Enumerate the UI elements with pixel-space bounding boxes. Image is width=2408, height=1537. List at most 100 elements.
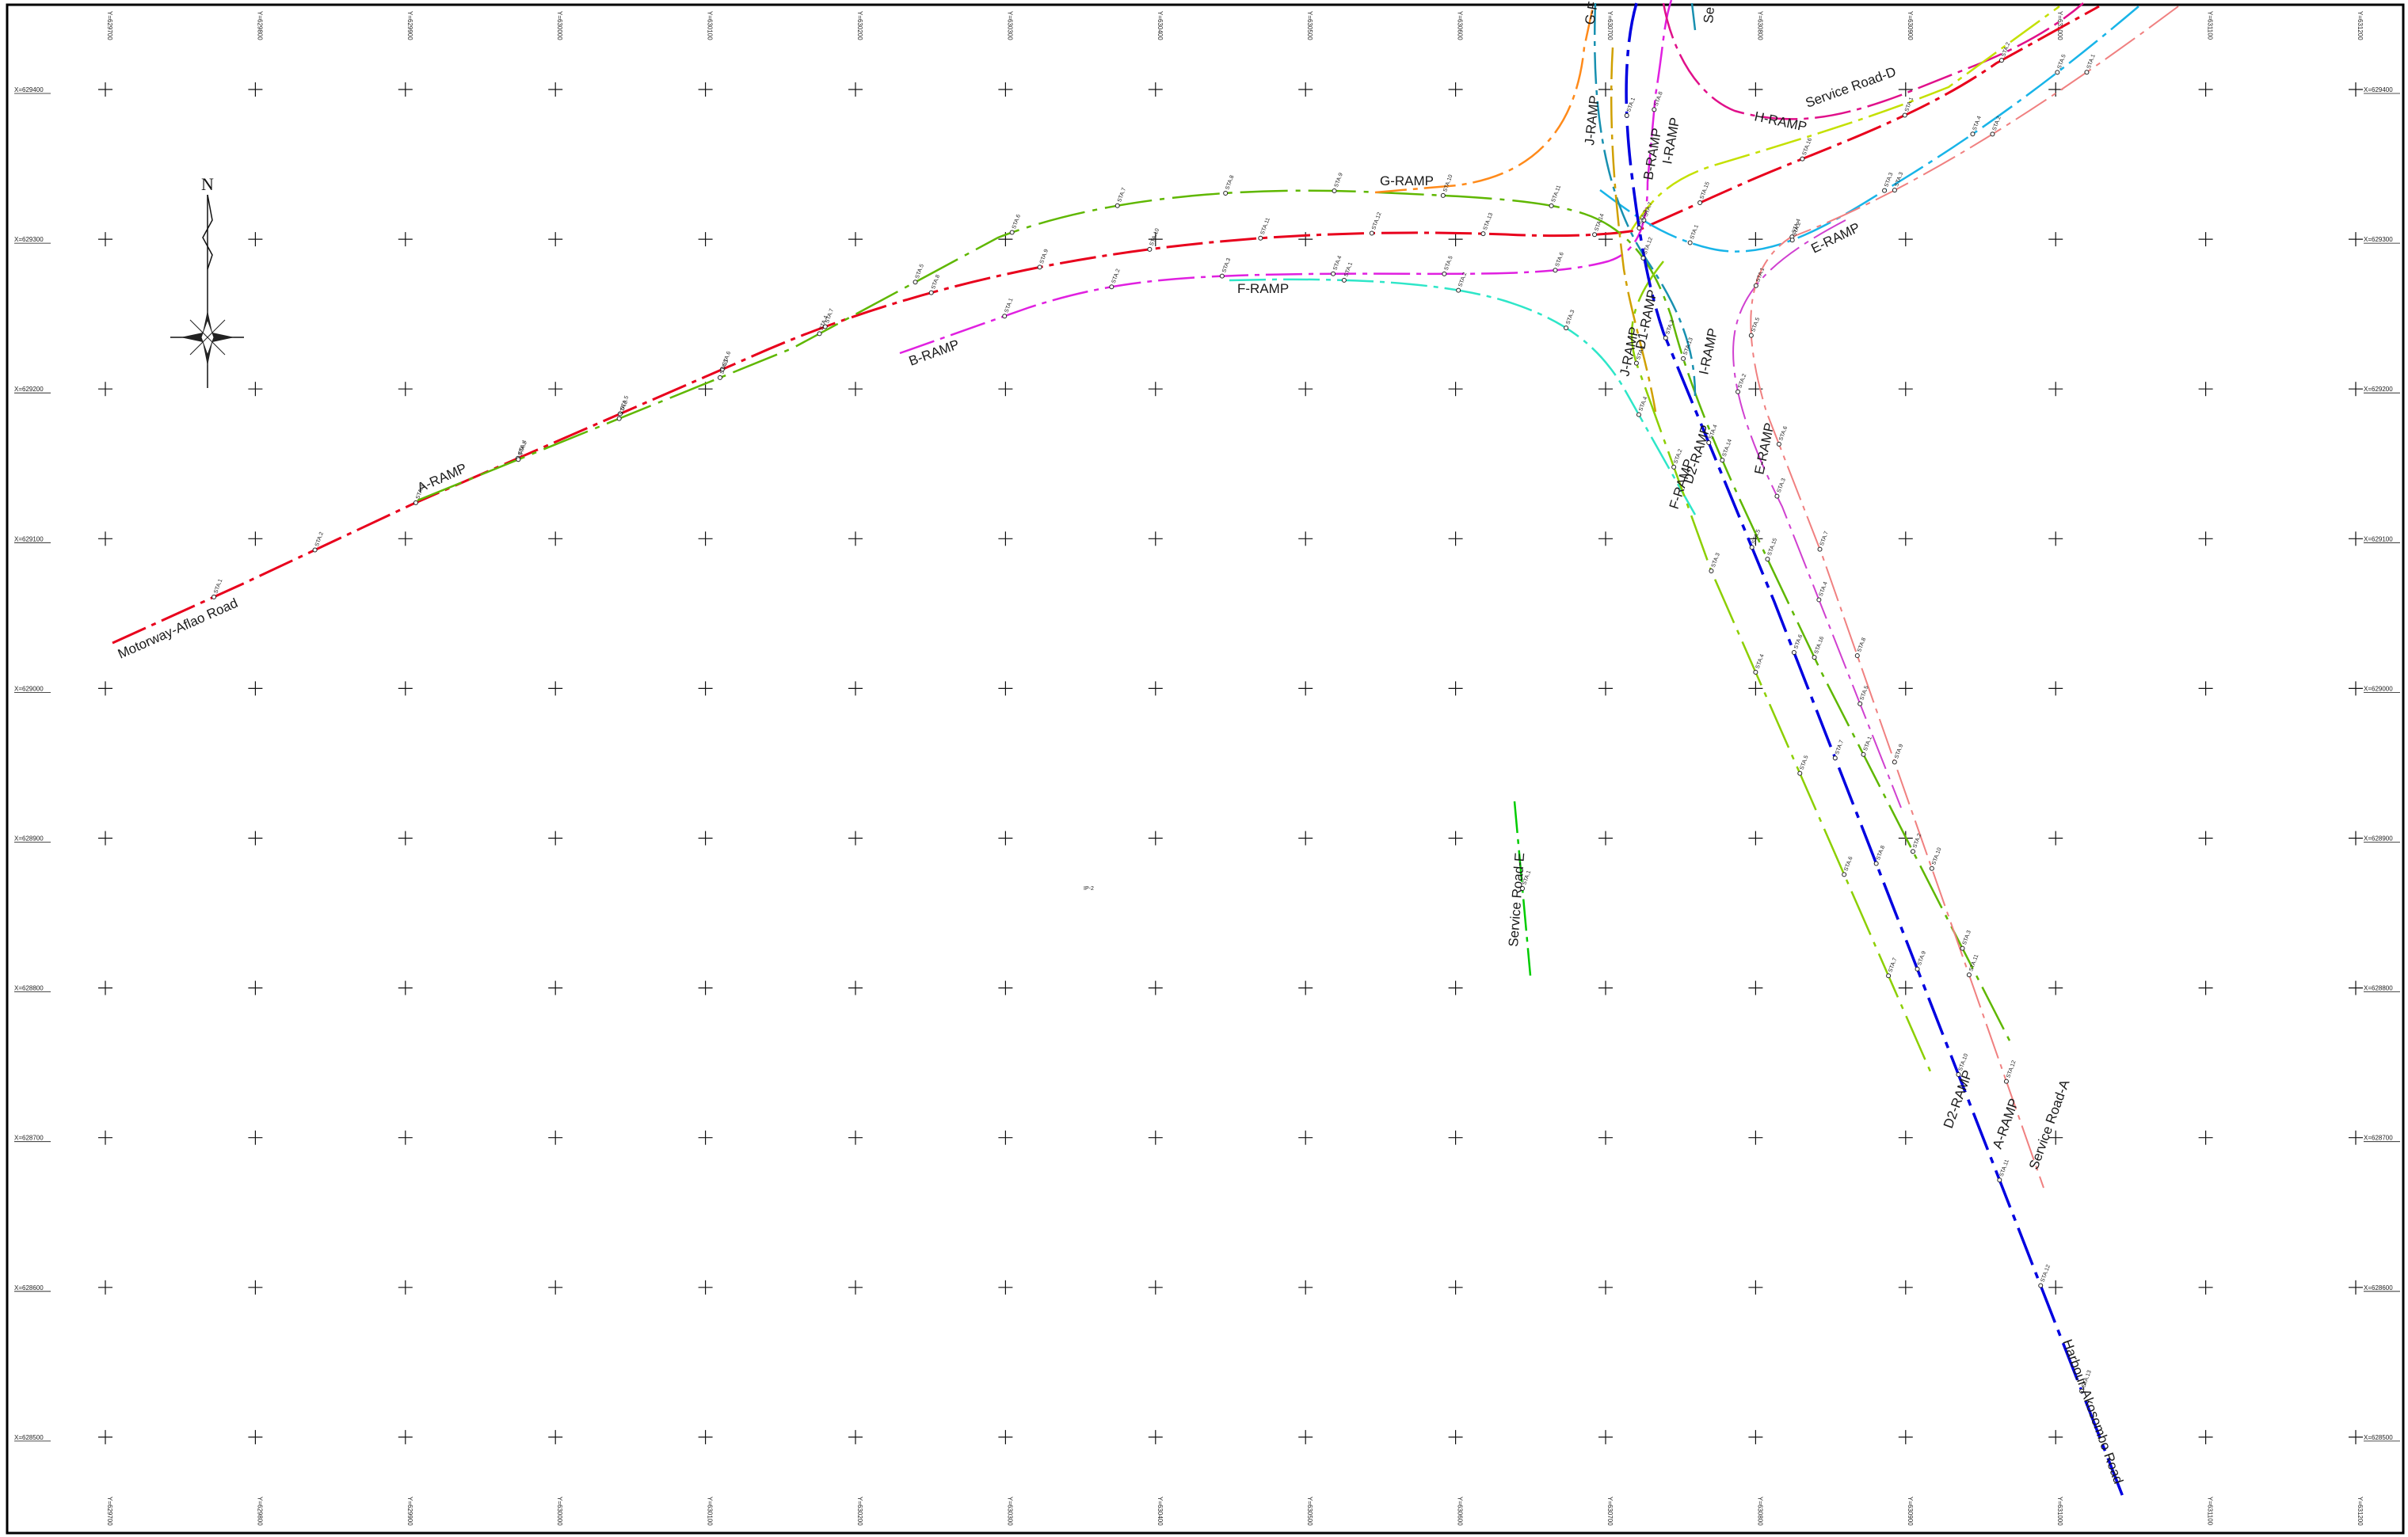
station-marker — [1697, 200, 1703, 206]
grid-col-label: Y=630800 — [1756, 11, 1763, 40]
station-marker — [1564, 325, 1569, 331]
grid-col-label: Y=630600 — [1457, 11, 1464, 40]
station-label: STA.3 — [1711, 552, 1721, 568]
station-marker — [1652, 107, 1657, 112]
station-label: STA.11 — [1999, 1158, 2010, 1177]
grid-row-label: X=628800 — [14, 985, 44, 992]
station-marker — [2084, 70, 2090, 75]
station-label: STA.4 — [1332, 255, 1343, 271]
station-label: STA.8 — [1857, 637, 1867, 652]
grid-row-label: X=629200 — [2364, 386, 2393, 393]
station-label: STA.2 — [1912, 833, 1922, 849]
station-marker — [1886, 973, 1892, 979]
station-label: STA.2 — [1111, 268, 1122, 284]
station-marker — [1223, 190, 1229, 196]
road-g-ramp — [1374, 2, 1595, 194]
station-marker — [1970, 131, 1976, 137]
grid-col-label: Y=629700 — [106, 11, 113, 40]
station-label: STA.5 — [1444, 255, 1454, 271]
station-marker — [1956, 1071, 1961, 1077]
station-marker — [1480, 231, 1486, 237]
station-marker — [2055, 70, 2060, 75]
label-d2-ramp-south: D2-RAMP — [1941, 1068, 1976, 1130]
station-label: STA.12 — [1371, 211, 1382, 230]
station-marker — [1902, 112, 1907, 118]
station-marker — [1910, 849, 1915, 854]
grid-col-label: Y=631000 — [2056, 1497, 2063, 1526]
station-marker — [516, 457, 521, 462]
grid-row-label: X=629000 — [14, 685, 44, 692]
grid-col-label: Y=630200 — [856, 11, 863, 40]
station-label: STA.3 — [1777, 477, 1787, 493]
station-marker — [1633, 360, 1639, 366]
station-marker — [1960, 945, 1965, 951]
station-marker — [1002, 314, 1008, 319]
station-marker — [1720, 458, 1725, 463]
station-label: STA.9 — [1894, 744, 1904, 759]
label-motorway: Motorway-Aflao Road — [116, 595, 240, 662]
station-label: STA.12 — [2040, 1264, 2052, 1283]
station-label: STA.15 — [1767, 538, 1778, 557]
station-label: STA.6 — [1843, 856, 1854, 872]
road-a-ramp — [417, 189, 2014, 1046]
road-h-ramp — [1662, 2, 2084, 120]
station-label: STA.15 — [1699, 181, 1710, 200]
label-i-ramp-south: I-RAMP — [1696, 327, 1720, 376]
station-label: STA.12 — [2006, 1060, 2017, 1079]
station-marker — [1857, 701, 1863, 706]
station-marker — [617, 411, 623, 417]
label-j-ramp: J-RAMP — [1582, 94, 1602, 146]
station-marker — [1990, 131, 1995, 137]
station-label: STA.8 — [931, 274, 941, 290]
grid-layer: Y=629700 Y=629700 Y=629800 Y=629800 Y=629900… — [14, 11, 2400, 1526]
grid-row-label: X=629300 — [2364, 236, 2393, 243]
station-label: STA.16 — [1814, 636, 1825, 655]
roads-layer — [112, 0, 2179, 1497]
station-label: STA.16 — [1802, 137, 1813, 156]
station-marker — [1791, 649, 1796, 655]
station-label: STA.5 — [1751, 317, 1761, 333]
station-label: STA.1 — [1004, 298, 1015, 314]
station-marker — [1440, 192, 1446, 198]
label-service-road-d: Service Road-D — [1804, 64, 1898, 111]
grid-col-label: Y=631100 — [2207, 11, 2214, 40]
station-label: STA.1 — [1626, 97, 1636, 112]
station-marker — [1520, 886, 1525, 891]
station-marker — [2038, 1283, 2044, 1288]
grid-col-label: Y=629800 — [256, 1497, 263, 1526]
road-i-ramp — [1593, 2, 1697, 397]
station-label: STA.2 — [1792, 222, 1802, 238]
station-label: STA.9 — [1334, 172, 1344, 188]
grid-row-label: X=628900 — [2364, 835, 2393, 843]
grid-row-label: X=628600 — [2364, 1284, 2393, 1292]
station-label: STA.6 — [1793, 633, 1804, 649]
road-d2-ramp — [1630, 261, 1934, 1078]
station-marker — [1854, 652, 1860, 658]
station-marker — [1663, 335, 1668, 340]
station-label: STA.5 — [1751, 529, 1762, 545]
station-marker — [1369, 230, 1374, 236]
grid-row-label: X=628500 — [14, 1434, 44, 1441]
station-label: STA.4 — [1755, 653, 1766, 669]
grid-col-label: Y=631200 — [2357, 11, 2364, 40]
station-marker — [1636, 412, 1641, 417]
station-label: STA.3 — [1565, 309, 1575, 325]
station-label: STA.6 — [1778, 425, 1789, 441]
grid-col-label: Y=630000 — [556, 1497, 563, 1526]
station-marker — [1687, 240, 1693, 245]
grid-col-label: Y=631200 — [2357, 1497, 2364, 1526]
road-harbour — [1625, 2, 2124, 1497]
station-marker — [1553, 268, 1558, 273]
station-label: STA.5 — [1859, 685, 1869, 701]
station-label: STA.11 — [1551, 185, 1562, 203]
grid-col-label: Y=629900 — [406, 1497, 413, 1526]
station-label: STA.10 — [1442, 174, 1454, 193]
station-marker — [1749, 545, 1755, 550]
label-g-ramp-north: G-F — [1582, 1, 1601, 26]
station-marker — [1736, 389, 1741, 394]
grid-col-label: Y=630700 — [1606, 1497, 1614, 1526]
label-i-ramp: I-RAMP — [1659, 116, 1682, 165]
label-a-ramp-south: A-RAMP — [1990, 1097, 2021, 1151]
grid-row-label: X=628500 — [2364, 1434, 2393, 1441]
